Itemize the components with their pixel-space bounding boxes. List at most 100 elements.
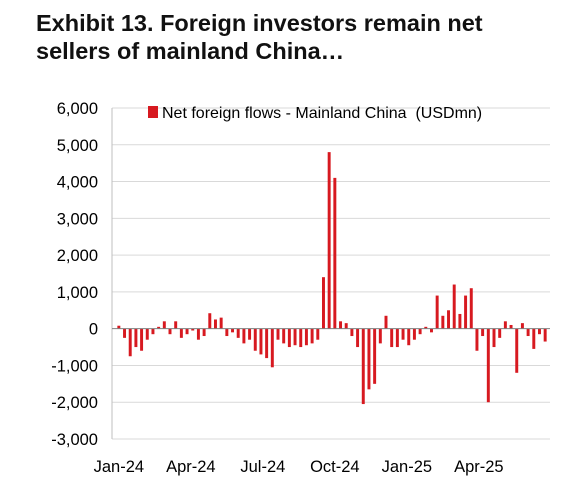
bar [140,328,144,351]
bar [424,326,428,329]
bar [418,328,422,335]
gridlines [112,107,550,440]
bar [236,328,240,338]
bar [469,288,473,329]
bar [231,328,235,333]
bar [464,295,468,329]
bar [242,328,246,344]
bar [492,328,496,348]
bar [219,317,223,329]
bar [430,328,433,333]
y-tick-label: 1,000 [57,284,98,302]
bar [185,328,189,335]
bar [174,321,178,329]
bar [435,295,439,329]
bar [458,313,462,329]
y-tick-label: 2,000 [57,247,98,265]
bar [526,328,530,337]
bar [447,310,451,329]
bar [378,328,382,344]
bar [304,328,308,346]
bar [287,328,291,348]
bar [361,328,365,405]
bar [344,323,348,329]
bar [162,321,166,329]
bar [191,328,195,331]
bar [134,328,138,348]
bar [395,328,399,348]
bar [515,328,519,373]
bar [356,328,360,348]
bar [452,284,456,329]
bar [179,328,183,338]
bar [333,177,337,329]
y-tick-label: -1,000 [51,357,98,375]
x-tick-label: Jul-24 [240,458,285,476]
x-tick-label: Apr-25 [454,458,504,476]
bar [196,328,200,340]
bar [373,328,377,384]
chart-title: Exhibit 13. Foreign investors remain net… [36,9,556,65]
bar [265,328,269,359]
x-tick-label: Oct-24 [310,458,360,476]
bar [248,328,252,340]
bar [481,328,485,337]
bar [412,328,416,340]
y-tick-label: 6,000 [57,100,98,118]
chart-title-line-2: sellers of mainland China… [36,38,345,64]
bar [276,328,280,340]
bar [322,277,325,329]
bar [498,328,502,338]
legend: Net foreign flows - Mainland China (USDm… [148,105,482,122]
bar [327,152,331,329]
y-tick-label: -2,000 [51,394,98,412]
bar [299,328,303,348]
bar [310,328,314,344]
bar [168,328,172,335]
x-tick-label: Apr-24 [166,458,216,476]
bar [538,328,541,335]
bar [486,328,490,403]
y-tick-label: -3,000 [51,431,98,449]
bar [151,328,155,335]
bar [128,328,132,357]
bar [367,328,371,390]
bar [520,323,524,329]
bar [543,328,547,342]
bar [208,313,212,329]
y-tick-label: 4,000 [57,174,98,192]
bar [202,328,206,337]
bar [123,328,127,338]
bar [407,328,411,346]
y-tick-label: 5,000 [57,137,98,155]
bar [117,325,121,329]
bar [350,328,354,337]
legend-label: Net foreign flows - Mainland China (USDm… [162,105,482,122]
bars [117,152,547,405]
bar [316,328,320,340]
chart-title-line-1: Exhibit 13. Foreign investors remain net [36,10,483,36]
bar [401,328,405,340]
bar [509,324,513,329]
bar [253,328,257,351]
bar [157,326,161,329]
bar [145,328,149,340]
bar [441,315,445,329]
y-tick-label: 0 [89,321,98,339]
bar [293,328,297,346]
bar [390,328,394,348]
y-tick-label: 3,000 [57,210,98,228]
legend-swatch [148,106,158,118]
x-tick-label: Jan-24 [94,458,144,476]
bar [282,328,286,344]
x-tick-label: Jan-25 [382,458,432,476]
bar [225,328,229,337]
bar [503,321,507,329]
bar [214,319,217,329]
axes: 6,000 5,000 4,000 3,000 2,000 1,000 0 -1,000 -2,… [51,100,550,476]
bar [532,328,536,349]
bar [259,328,263,355]
bar [384,315,388,329]
bar [475,328,479,351]
